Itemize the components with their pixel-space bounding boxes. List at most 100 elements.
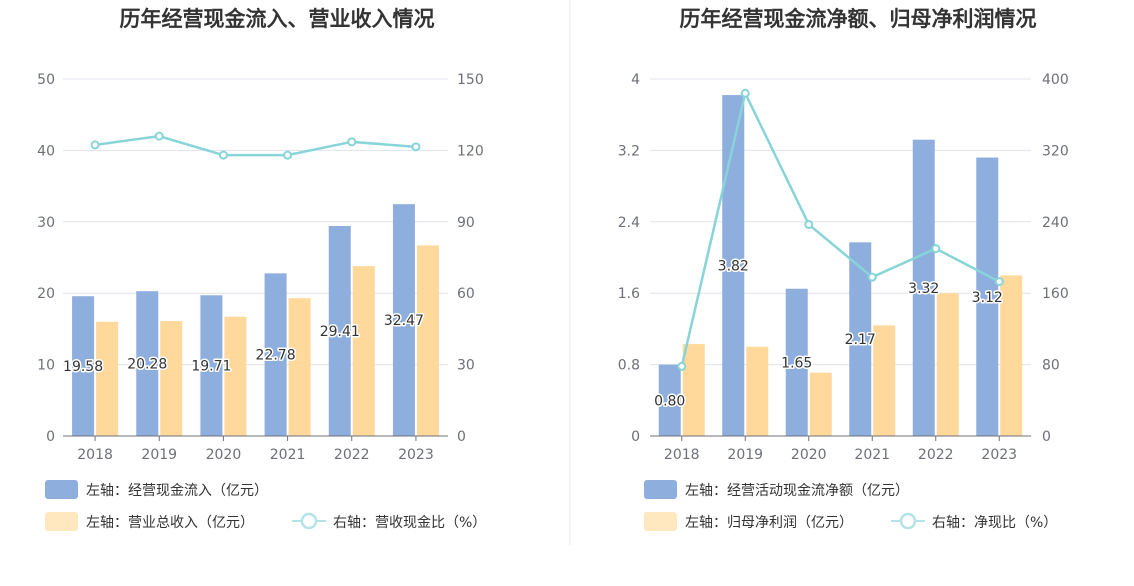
y-right-tick-label: 240 xyxy=(1042,215,1069,231)
y-right-tick-label: 150 xyxy=(457,72,484,88)
x-tick-label: 2022 xyxy=(334,447,370,463)
x-tick-label: 2020 xyxy=(206,447,242,463)
bar-data-label: 19.58 xyxy=(63,359,103,375)
chart-title: 历年经营现金流净额、归母净利润情况 xyxy=(680,7,1037,31)
legend-item-line[interactable]: 右轴：净现比（%） xyxy=(891,512,1057,531)
legend-swatch-right-bar xyxy=(644,512,677,531)
bar-data-label: 3.32 xyxy=(908,281,939,297)
bar-right-series[interactable] xyxy=(352,266,375,436)
ratio-line-point[interactable] xyxy=(740,88,750,98)
bar-right-series[interactable] xyxy=(416,245,439,436)
ratio-line xyxy=(90,131,421,160)
bar-right-series[interactable] xyxy=(1000,275,1023,436)
ratio-line xyxy=(677,88,1004,371)
bar-left-series[interactable] xyxy=(136,291,159,436)
bar-right-series[interactable] xyxy=(746,346,769,436)
x-tick-label: 2021 xyxy=(854,447,890,463)
y-left-tick-label: 0 xyxy=(631,429,640,445)
bar-left-series[interactable] xyxy=(722,95,745,436)
y-left-tick-label: 40 xyxy=(37,143,55,159)
ratio-line-point[interactable] xyxy=(994,277,1004,287)
bar-right-series[interactable] xyxy=(288,298,311,436)
bar-right-series[interactable] xyxy=(96,321,119,436)
y-left-tick-label: 20 xyxy=(37,286,55,302)
ratio-line-point[interactable] xyxy=(154,131,164,141)
y-left-tick-label: 50 xyxy=(37,72,55,88)
bar-left-series[interactable] xyxy=(264,273,287,436)
y-axis-right: 0 80 160 240 320 400 xyxy=(1042,72,1069,445)
bar-left-series[interactable] xyxy=(392,204,415,436)
y-left-tick-label: 10 xyxy=(37,358,55,374)
bar-left-series[interactable] xyxy=(785,288,808,436)
bar-right-series[interactable] xyxy=(873,325,896,436)
ratio-line-point[interactable] xyxy=(411,142,421,152)
bar-left-series[interactable] xyxy=(976,157,999,437)
x-tick-label: 2020 xyxy=(791,447,827,463)
y-left-tick-label: 4 xyxy=(631,72,640,88)
grid xyxy=(63,78,448,366)
ratio-line-point[interactable] xyxy=(677,361,687,371)
bar-labels: 19.58 20.28 19.71 22.78 29.41 32.47 xyxy=(62,312,426,377)
y-axis-left: 0 10 20 30 40 50 xyxy=(37,72,55,445)
y-right-tick-label: 0 xyxy=(457,429,466,445)
bar-right-series[interactable] xyxy=(160,321,183,436)
y-left-tick-label: 0 xyxy=(46,429,55,445)
ratio-line-point[interactable] xyxy=(218,150,228,160)
legend-label-left-bar: 左轴：经营现金流入（亿元） xyxy=(86,483,268,499)
legend-label-right-bar: 左轴：归母净利润（亿元） xyxy=(685,514,853,531)
bar-left-series[interactable] xyxy=(658,364,681,436)
bar-data-label: 3.82 xyxy=(718,259,749,275)
legend: 左轴：经营现金流入（亿元） 左轴：营业总收入（亿元） 右轴：营收现金比（%） xyxy=(45,480,486,531)
ratio-line-point[interactable] xyxy=(347,137,357,147)
bar-data-label: 32.47 xyxy=(384,313,424,329)
x-tick-label: 2023 xyxy=(398,447,434,463)
bar-right-series[interactable] xyxy=(682,344,705,436)
x-tick-label: 2021 xyxy=(270,447,306,463)
bar-labels: 0.80 3.82 1.65 2.17 3.32 3.12 xyxy=(653,257,1005,411)
chart-cash-inflow-revenue: 历年经营现金流入、营业收入情况 0 10 20 30 40 50 0 30 60 90 120 15… xyxy=(37,7,486,531)
chart-title: 历年经营现金流入、营业收入情况 xyxy=(120,7,435,31)
legend-swatch-line-dot xyxy=(899,512,917,530)
legend-item-right-bar[interactable]: 左轴：归母净利润（亿元） xyxy=(644,512,853,531)
bar-left-series[interactable] xyxy=(200,295,223,436)
legend-item-line[interactable]: 右轴：营收现金比（%） xyxy=(292,512,486,531)
ratio-line-point[interactable] xyxy=(867,272,877,282)
ratio-line-point[interactable] xyxy=(804,219,814,229)
y-axis-right: 0 30 60 90 120 150 xyxy=(457,72,484,445)
ratio-line-path xyxy=(94,134,417,157)
y-left-tick-label: 3.2 xyxy=(618,143,640,159)
bar-left-series[interactable] xyxy=(849,242,872,436)
legend-item-left-bar[interactable]: 左轴：经营现金流入（亿元） xyxy=(45,480,268,499)
bar-left-series[interactable] xyxy=(328,226,351,436)
bars xyxy=(658,95,1023,437)
bar-left-series[interactable] xyxy=(912,139,935,436)
bar-data-label: 29.41 xyxy=(320,324,360,340)
bar-data-label: 2.17 xyxy=(845,332,876,348)
bar-data-label: 20.28 xyxy=(127,357,167,373)
bar-right-series[interactable] xyxy=(936,293,959,436)
y-right-tick-label: 320 xyxy=(1042,143,1069,159)
bar-right-series[interactable] xyxy=(809,372,832,436)
x-tick-label: 2022 xyxy=(918,447,954,463)
bar-left-series[interactable] xyxy=(72,296,95,436)
legend-swatch-left-bar xyxy=(644,480,677,499)
bar-data-label: 22.78 xyxy=(256,348,296,364)
grid xyxy=(650,78,1031,366)
y-right-tick-label: 30 xyxy=(457,358,475,374)
bar-data-label: 3.12 xyxy=(972,290,1003,306)
ratio-line-path xyxy=(680,89,1000,367)
chart-net-cash-profit: 历年经营现金流净额、归母净利润情况 0 0.8 1.6 2.4 3.2 4 0 80 160 2… xyxy=(618,7,1069,531)
ratio-line-point[interactable] xyxy=(283,150,293,160)
ratio-line-point[interactable] xyxy=(931,244,941,254)
ratio-line-point[interactable] xyxy=(90,140,100,150)
x-tick-label: 2018 xyxy=(77,447,113,463)
y-right-tick-label: 90 xyxy=(457,215,475,231)
legend-item-right-bar[interactable]: 左轴：营业总收入（亿元） xyxy=(45,512,254,531)
y-right-tick-label: 0 xyxy=(1042,429,1051,445)
bar-right-series[interactable] xyxy=(224,316,247,436)
legend-item-left-bar[interactable]: 左轴：经营活动现金流净额（亿元） xyxy=(644,480,909,499)
x-tick-label: 2018 xyxy=(664,447,700,463)
y-left-tick-label: 0.8 xyxy=(618,358,640,374)
